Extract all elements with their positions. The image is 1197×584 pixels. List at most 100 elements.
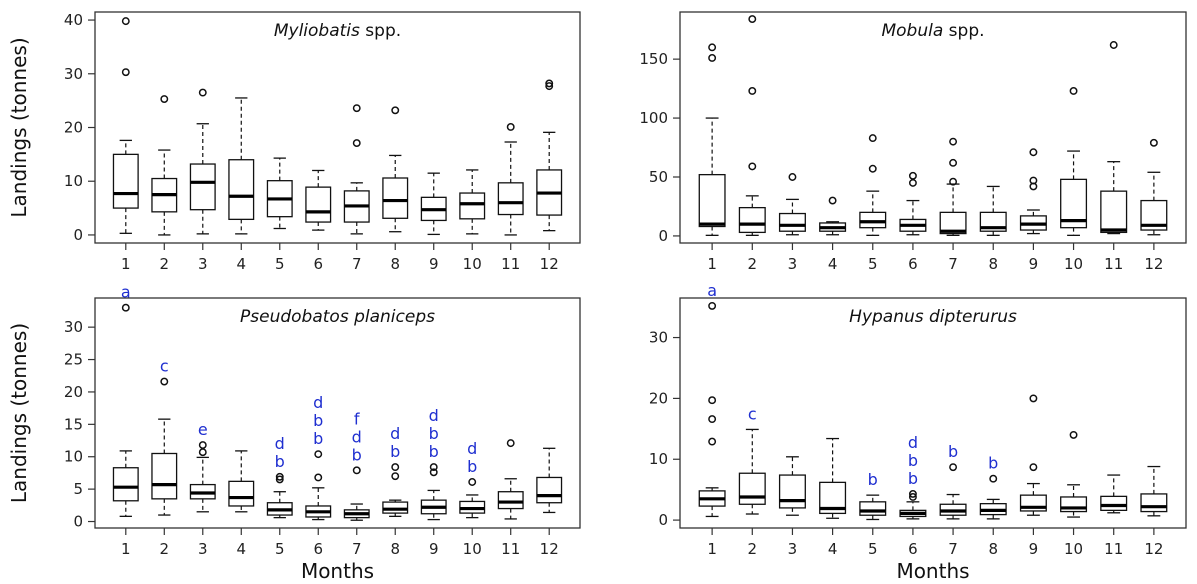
box-month-12	[1140, 465, 1168, 517]
x-tick-label: 2	[160, 540, 170, 558]
outlier-point	[908, 489, 917, 498]
y-tick-label: 100	[639, 109, 668, 127]
iqr-box	[151, 452, 178, 500]
iqr-box	[112, 153, 139, 209]
significance-letter: d	[429, 406, 439, 425]
outlier-point	[545, 82, 554, 91]
outlier-point	[391, 463, 400, 472]
y-axis-title: Landings (tonnes)	[7, 37, 31, 217]
y-tick-label: 0	[73, 226, 83, 244]
x-tick-label: 10	[1064, 540, 1083, 558]
box-month-2	[738, 15, 766, 236]
x-tick-label: 7	[948, 255, 958, 273]
x-tick-label: 3	[198, 540, 208, 558]
box-month-4	[819, 196, 847, 236]
iqr-box	[698, 173, 726, 228]
significance-letter: d	[390, 424, 400, 443]
outlier-point	[160, 95, 169, 103]
box-month-9	[1019, 148, 1047, 235]
iqr-box	[228, 480, 255, 507]
box-month-5	[859, 134, 887, 236]
outlier-point	[429, 463, 438, 472]
significance-letter: a	[121, 283, 131, 302]
iqr-box	[939, 211, 967, 235]
outlier-point	[708, 301, 717, 310]
significance-letter: b	[313, 429, 323, 448]
iqr-box	[1140, 493, 1168, 513]
outlier-point	[160, 377, 169, 386]
box-month-11	[497, 123, 524, 236]
x-axis-title: Months	[896, 559, 969, 583]
box-month-6	[899, 171, 927, 236]
outlier-point	[868, 134, 877, 143]
panel-title-italic: Pseudobatos planiceps	[240, 307, 435, 327]
y-tick-label: 30	[64, 318, 83, 336]
outlier-point	[1029, 394, 1038, 403]
outlier-point	[828, 196, 837, 205]
box-month-10	[459, 169, 486, 235]
box-month-3	[778, 173, 806, 236]
x-tick-label: 5	[868, 540, 878, 558]
x-tick-label: 1	[707, 255, 717, 273]
panel-title: Myliobatis spp.	[274, 21, 401, 41]
box-month-2	[151, 377, 178, 516]
box-month-12	[536, 447, 563, 514]
iqr-box	[536, 476, 563, 504]
box-month-3	[189, 441, 216, 513]
panel-title: Pseudobatos planiceps	[240, 307, 435, 327]
outlier-point	[1109, 41, 1118, 49]
x-tick-label: 10	[1064, 255, 1083, 273]
iqr-box	[459, 192, 486, 220]
outlier-point	[788, 173, 797, 181]
y-tick-label: 0	[658, 511, 668, 529]
significance-letter: b	[275, 452, 285, 471]
iqr-box	[738, 472, 766, 505]
panel-title: Mobula spp.	[881, 21, 984, 41]
outlier-point	[748, 15, 757, 24]
outlier-point	[352, 104, 361, 113]
panel-title-italic: Myliobatis	[274, 21, 360, 41]
outlier-point	[275, 472, 284, 481]
significance-letter: e	[198, 420, 208, 439]
outlier-point	[949, 158, 958, 167]
iqr-box	[112, 467, 139, 502]
iqr-box	[738, 206, 766, 234]
box-month-9	[1019, 394, 1047, 516]
iqr-box	[228, 159, 255, 221]
significance-letter: d	[352, 427, 362, 446]
box-month-8	[382, 463, 409, 517]
x-tick-label: 3	[198, 255, 208, 273]
iqr-box	[189, 163, 216, 211]
outlier-point	[545, 79, 554, 88]
significance-letter: d	[313, 393, 323, 412]
y-tick-label: 30	[64, 65, 83, 83]
iqr-box	[778, 212, 806, 232]
box-month-11	[1100, 474, 1128, 514]
panel-title: Hypanus dipterurus	[849, 307, 1017, 327]
x-tick-label: 12	[540, 255, 559, 273]
outlier-point	[708, 396, 717, 405]
x-tick-label: 11	[501, 255, 520, 273]
box-month-5	[266, 157, 293, 230]
x-tick-label: 6	[313, 255, 323, 273]
x-tick-label: 6	[908, 540, 918, 558]
outlier-point	[1069, 430, 1078, 439]
box-month-1	[112, 303, 139, 517]
box-month-6	[899, 489, 927, 520]
outlier-point	[314, 473, 323, 482]
iqr-box	[497, 491, 524, 510]
outlier-point	[314, 450, 323, 459]
outlier-point	[949, 463, 958, 472]
x-tick-label: 9	[429, 255, 439, 273]
x-tick-label: 12	[1144, 255, 1163, 273]
significance-letter: b	[313, 411, 323, 430]
x-tick-label: 4	[828, 540, 838, 558]
y-tick-label: 10	[64, 172, 83, 190]
x-tick-label: 7	[948, 540, 958, 558]
outlier-point	[391, 472, 400, 481]
box-month-6	[305, 450, 332, 521]
panel-title-italic: Mobula	[881, 21, 943, 41]
outlier-point	[429, 468, 438, 477]
box-month-2	[738, 428, 766, 515]
